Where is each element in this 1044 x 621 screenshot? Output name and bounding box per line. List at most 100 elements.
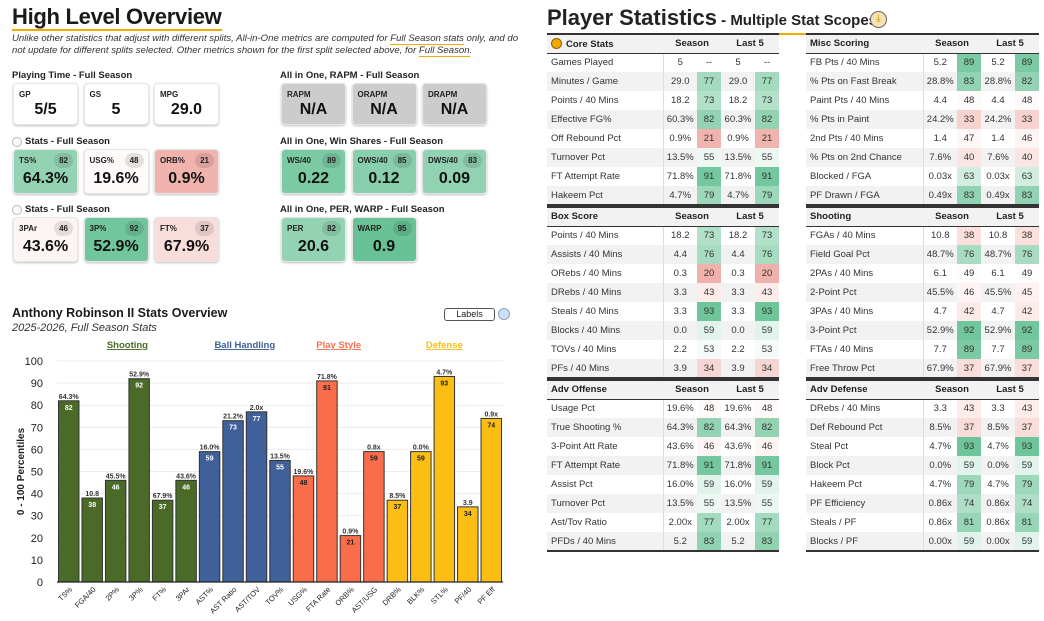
card-value: 0.12 <box>368 170 400 187</box>
stat-name: Hakeem Pct <box>806 475 924 494</box>
table-section-title: Adv Defense <box>806 379 923 400</box>
card-value: 0.9% <box>168 170 205 187</box>
card-label: DWS/40 <box>428 156 458 165</box>
bar-percentile-label: 46 <box>112 484 120 491</box>
category-group-ball-handling[interactable]: Ball Handling <box>214 340 275 351</box>
percentile-cell: 45 <box>1015 283 1040 302</box>
bar-2p[interactable] <box>104 479 127 583</box>
card-value: 29.0 <box>170 101 203 118</box>
bar-percentile-label: 34 <box>464 511 472 518</box>
percentile-cell: 46 <box>755 437 780 456</box>
stat-name: FT Attempt Rate <box>547 167 664 186</box>
bar-3par[interactable] <box>175 479 197 583</box>
bar-3p[interactable] <box>128 378 150 583</box>
bar-fta-rate[interactable] <box>316 380 338 583</box>
card-label: MPG <box>160 90 179 99</box>
table-section-title: Shooting <box>806 206 923 227</box>
labels-toggle-button[interactable]: Labels <box>444 308 495 321</box>
bar-pf-40[interactable] <box>457 506 479 583</box>
y-tick-label: 100 <box>25 356 43 368</box>
stat-value: 0.86x <box>986 517 1010 528</box>
table-row: Minutes / Game 29.0 77 29.0 77 <box>547 72 780 91</box>
stat-value: 2.00x <box>668 517 692 528</box>
bar-ts[interactable] <box>58 400 80 583</box>
bar-fga-40[interactable] <box>81 497 103 583</box>
table-row: Effective FG% 60.3% 82 60.3% 82 <box>547 110 780 129</box>
bar-stl[interactable] <box>433 375 456 583</box>
category-group-defense[interactable]: Defense <box>426 340 463 351</box>
stat-value: 4.7% <box>663 186 697 206</box>
bar-tov[interactable] <box>269 459 291 583</box>
percentile-cell: 73 <box>697 91 722 110</box>
percentile-badge: 85 <box>392 153 412 168</box>
stat-card-3p: 3P% 92 52.9% <box>83 217 149 262</box>
stat-name: Def Rebound Pct <box>806 418 924 437</box>
category-group-play-style[interactable]: Play Style <box>316 340 361 351</box>
x-tick-label: AST/TOV <box>233 585 262 614</box>
percentile-cell: 38 <box>1015 226 1040 245</box>
stat-value: 67.9% <box>923 359 957 379</box>
stat-name: Points / 40 Mins <box>547 226 664 245</box>
card-label: GS <box>89 90 102 99</box>
percentile-cell: 93 <box>697 302 722 321</box>
stats-title-text: Player Statistics <box>547 5 717 30</box>
x-tick-label: FT% <box>150 585 168 603</box>
percentile-cell: 55 <box>755 148 780 167</box>
table-row: Steals / 40 Mins 3.3 93 3.3 93 <box>547 302 780 321</box>
stat-value: 18.2 <box>728 95 748 106</box>
bar-ast-usg[interactable] <box>363 451 385 583</box>
bar-stat-label: 8.5% <box>389 493 406 500</box>
bar-stat-label: 0.9% <box>342 529 359 536</box>
y-tick-label: 70 <box>31 422 43 434</box>
stat-name: Turnover Pct <box>547 148 664 167</box>
bar-percentile-label: 48 <box>300 480 308 487</box>
stat-value: 4.7% <box>987 479 1009 490</box>
percentile-cell: 33 <box>1015 110 1040 129</box>
percentile-cell: 53 <box>697 340 722 359</box>
download-icon[interactable]: ⤓ <box>870 11 887 28</box>
percentile-cell: 55 <box>697 494 722 513</box>
card-value: 67.9% <box>163 238 210 255</box>
percentile-cell: 83 <box>957 186 982 206</box>
percentile-cell: 46 <box>697 437 722 456</box>
stat-value: 0.86x <box>928 517 952 528</box>
clock-icon[interactable] <box>551 37 562 49</box>
percentile-cell: 82 <box>755 418 780 437</box>
stat-value: 5.2 <box>663 532 697 552</box>
x-tick-label: DRB% <box>380 585 403 608</box>
table-row: Blocks / 40 Mins 0.0 59 0.0 59 <box>547 321 780 340</box>
labels-toggle-switch[interactable] <box>498 308 510 320</box>
bar-ft[interactable] <box>151 499 174 583</box>
bar-usg[interactable] <box>292 475 315 583</box>
bar-pf-eff[interactable] <box>480 417 502 583</box>
radio-button[interactable] <box>12 136 22 147</box>
bar-drb[interactable] <box>386 499 409 583</box>
bar-ast-ratio[interactable] <box>222 420 244 583</box>
percentile-badge: 46 <box>54 221 73 236</box>
stat-card-drapm: DRAPM N/A <box>422 83 487 125</box>
bar-percentile-label: 21 <box>347 540 355 547</box>
bar-ast-tov[interactable] <box>245 411 268 583</box>
stat-name: % Pts on Fast Break <box>806 72 924 91</box>
stat-name: Free Throw Pct <box>806 359 924 379</box>
stat-name: 2nd Pts / 40 Mins <box>806 129 924 148</box>
stat-value: 2.2 <box>731 344 745 355</box>
category-group-shooting[interactable]: Shooting <box>107 340 148 351</box>
stat-value: 48.7% <box>923 245 957 264</box>
full-season-stats-link[interactable]: Full Season stats <box>390 33 464 45</box>
radio-button[interactable] <box>12 204 22 215</box>
percentile-cell: 59 <box>1015 532 1040 552</box>
season-column-header: Season <box>663 206 722 227</box>
stat-value: 10.8 <box>931 230 950 242</box>
full-season-link[interactable]: Full Season <box>418 45 470 57</box>
bar-ast[interactable] <box>198 451 221 583</box>
stat-name: Minutes / Game <box>547 72 664 91</box>
bar-stat-label: 13.5% <box>270 453 291 460</box>
stat-value: 0.00x <box>981 532 1016 552</box>
stat-value: 3.9 <box>721 359 756 379</box>
bar-blk[interactable] <box>410 451 432 583</box>
bar-percentile-label: 46 <box>182 484 190 491</box>
stat-value: 0.9% <box>669 133 692 144</box>
stat-value: 4.4 <box>721 245 756 264</box>
stat-value: 0.03x <box>986 171 1010 182</box>
